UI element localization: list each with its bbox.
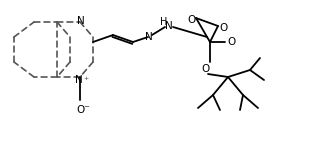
Text: +: + — [83, 76, 89, 81]
Text: O: O — [187, 15, 195, 25]
Text: O: O — [76, 105, 84, 115]
Text: O: O — [201, 64, 209, 74]
Text: N: N — [77, 16, 85, 26]
Text: −: − — [83, 104, 89, 110]
Text: N: N — [75, 75, 83, 85]
Text: O: O — [219, 23, 227, 33]
Text: N: N — [145, 32, 153, 42]
Text: H: H — [160, 17, 168, 27]
Text: O: O — [227, 37, 235, 47]
Text: N: N — [165, 21, 173, 31]
